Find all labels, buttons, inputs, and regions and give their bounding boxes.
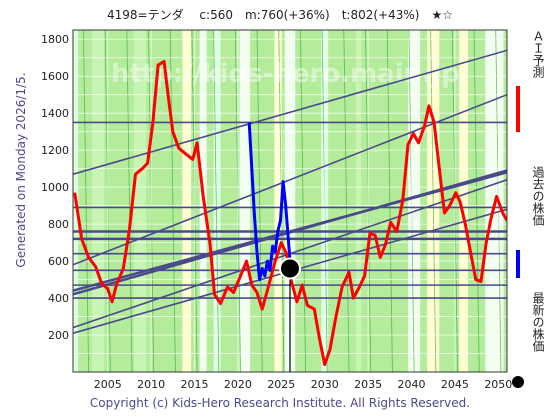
band-8 (284, 30, 296, 372)
trend-line-0 (73, 49, 507, 175)
x-tick-label: 2020 (224, 378, 252, 391)
series-line-0 (73, 59, 507, 367)
x-tick-label: 2005 (94, 378, 122, 391)
legend-ai-forecast-label: ＡＩ予測 (531, 30, 545, 78)
series-line-1 (247, 122, 292, 282)
y-tick-label: 600 (48, 255, 69, 268)
y-tick-label: 1800 (41, 33, 69, 46)
vertical-accent-18 (473, 30, 480, 372)
legend-past-price-swatch (516, 250, 520, 278)
plot-frame (72, 29, 508, 373)
y-tick-label: 200 (48, 329, 69, 342)
x-tick-label: 2045 (441, 378, 469, 391)
series-lines (73, 59, 507, 367)
legend-past-price-label: 過去の株価 (531, 166, 545, 226)
y-tick-label: 1200 (41, 144, 69, 157)
x-tick-label: 2035 (354, 378, 382, 391)
band-13 (459, 30, 468, 372)
legend-ai-forecast-swatch (516, 86, 520, 132)
y-tick-label: 400 (48, 292, 69, 305)
legend: ＡＩ予測 過去の株価 最新の株価 (512, 30, 548, 390)
latest-price-dot (279, 257, 301, 280)
vertical-accent-16 (430, 30, 437, 372)
x-axis-ticks: 2005 2010 2015 2020 2025 2030 2035 2040 2045 2050 (94, 378, 513, 391)
x-tick-label: 2040 (398, 378, 426, 391)
band-10 (355, 30, 362, 372)
legend-ai-forecast: ＡＩ予測 (512, 30, 548, 148)
chart-title: 4198=テンダ c:560 m:760(+36%) t:802(+43%) ★… (107, 8, 453, 22)
vertical-accent-12 (343, 30, 350, 372)
y-tick-label: 1400 (41, 107, 69, 120)
legend-latest-price: 最新の株価 (512, 292, 548, 390)
x-tick-label: 2015 (181, 378, 209, 391)
copyright-text: Copyright (c) Kids-Hero Research Institu… (89, 396, 471, 410)
y-tick-label: 1600 (41, 70, 69, 83)
band-11 (408, 30, 421, 372)
vertical-accent-6 (213, 30, 220, 372)
trend-line-3 (73, 171, 507, 292)
band-5 (213, 30, 221, 372)
vertical-accent-2 (126, 30, 133, 372)
vertical-accent-0 (83, 30, 90, 372)
legend-past-price: 過去の株価 (512, 166, 548, 278)
legend-latest-price-dot (512, 376, 524, 388)
y-tick-label: 800 (48, 218, 69, 231)
band-2 (133, 30, 146, 372)
watermark-text: http://kids-hero.main.jp/ (111, 59, 470, 89)
vertical-accent-4 (169, 30, 176, 372)
x-tick-label: 2030 (311, 378, 339, 391)
band-7 (274, 30, 282, 372)
band-3 (182, 30, 192, 372)
x-tick-label: 2025 (267, 378, 295, 391)
legend-latest-price-label: 最新の株価 (531, 292, 545, 352)
latest-price-marker (279, 257, 301, 372)
vertical-accent-14 (386, 30, 393, 372)
y-tick-label: 1000 (41, 181, 69, 194)
x-tick-label: 2050 (484, 378, 512, 391)
band-6 (239, 30, 251, 372)
x-tick-label: 2010 (137, 378, 165, 391)
y-axis-ticks: 200 400 600 800 1000 1200 1400 1600 1800 (41, 33, 69, 342)
background-bands (73, 30, 504, 372)
vertical-accent-8 (256, 30, 263, 372)
vertical-accent-10 (300, 30, 307, 372)
